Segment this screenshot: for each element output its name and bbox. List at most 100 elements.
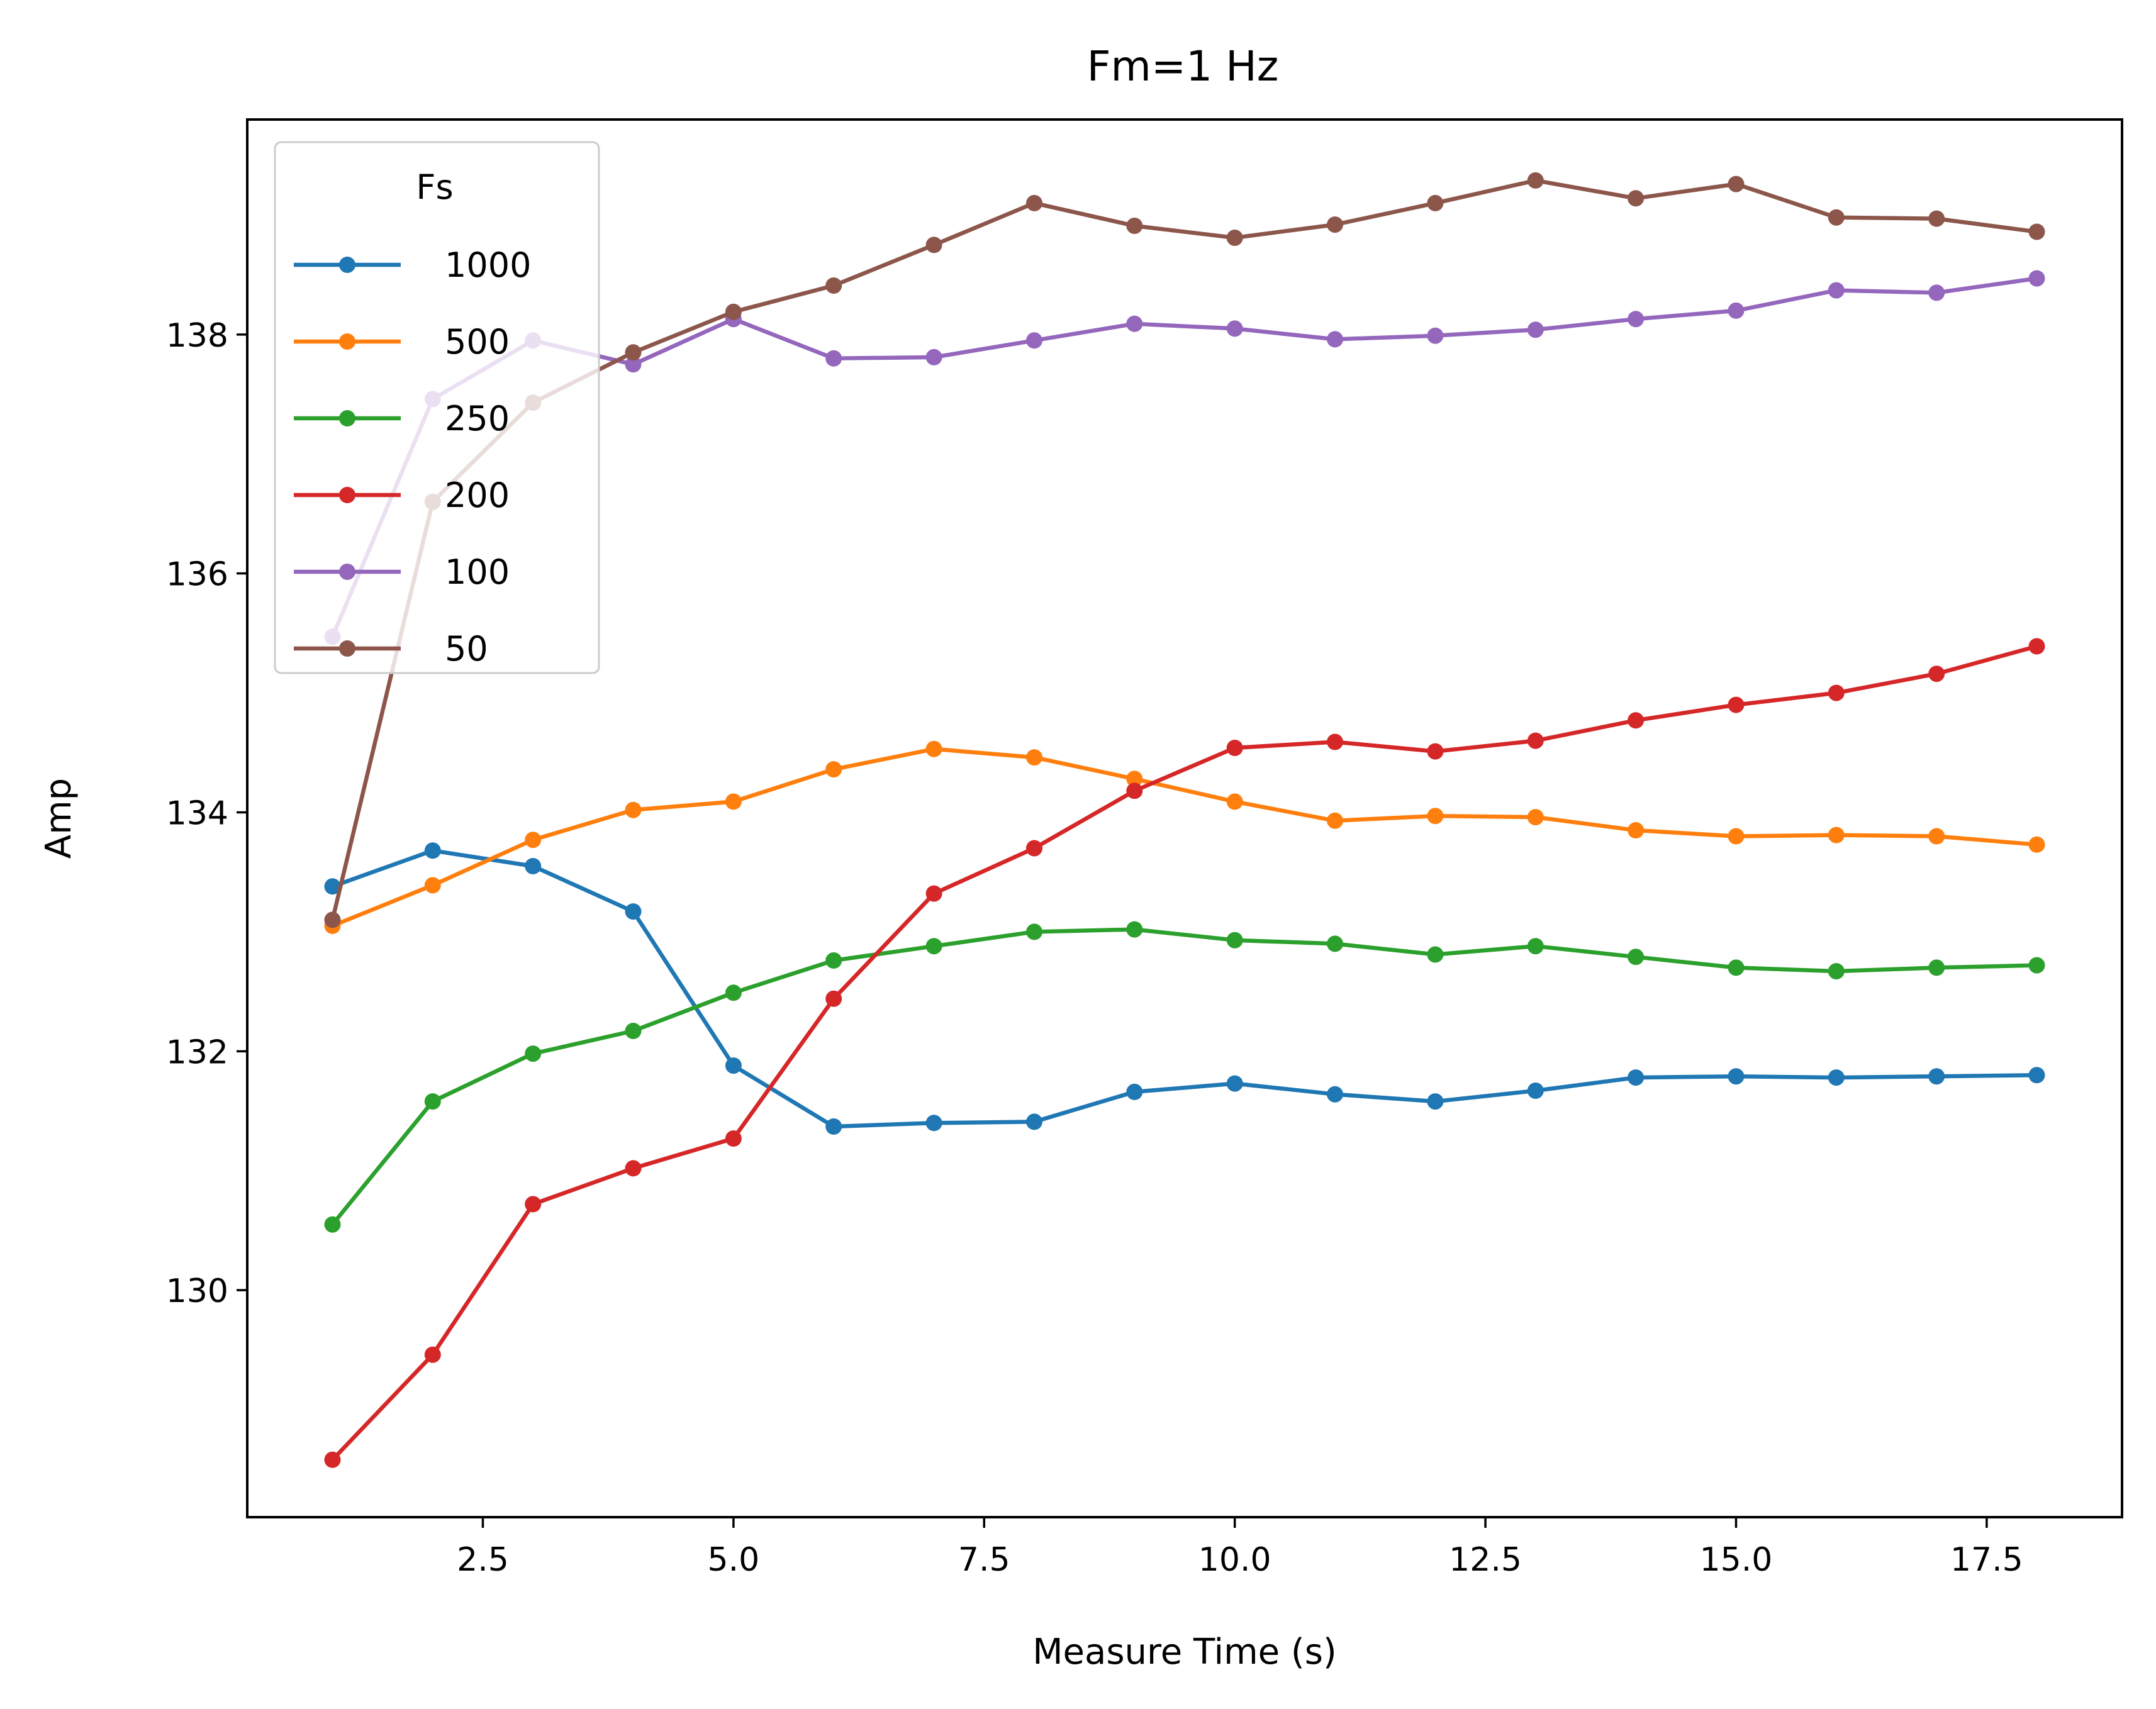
legend-item-50: 50 bbox=[294, 629, 488, 669]
legend-item-200: 200 bbox=[294, 476, 510, 515]
legend-item-250: 250 bbox=[294, 399, 510, 438]
data-point-100 bbox=[1026, 332, 1042, 349]
data-point-500 bbox=[525, 832, 542, 849]
data-point-100 bbox=[1928, 284, 1945, 301]
data-point-200 bbox=[625, 1160, 642, 1177]
chart-title: Fm=1 Hz bbox=[1087, 42, 1279, 91]
data-point-1000 bbox=[1928, 1068, 1945, 1085]
series-200 bbox=[324, 638, 2045, 1468]
data-point-200 bbox=[1828, 684, 1845, 701]
data-point-100 bbox=[1427, 327, 1444, 344]
x-tick-label: 2.5 bbox=[457, 1541, 509, 1579]
data-point-1000 bbox=[2028, 1067, 2045, 1084]
series-line-250 bbox=[329, 927, 2039, 1228]
data-point-100 bbox=[625, 356, 642, 373]
data-point-1000 bbox=[725, 1057, 742, 1074]
data-point-250 bbox=[1026, 923, 1042, 940]
series-500 bbox=[324, 740, 2045, 934]
data-point-200 bbox=[1628, 712, 1645, 729]
data-point-50 bbox=[1828, 209, 1845, 226]
data-point-250 bbox=[324, 1216, 341, 1233]
data-point-1000 bbox=[1126, 1083, 1143, 1100]
legend-swatch-marker bbox=[339, 564, 355, 580]
data-point-1000 bbox=[1026, 1113, 1042, 1130]
data-point-1000 bbox=[625, 903, 642, 920]
data-point-500 bbox=[725, 793, 742, 810]
data-point-50 bbox=[1527, 172, 1544, 189]
data-point-250 bbox=[1728, 959, 1745, 976]
data-point-100 bbox=[925, 348, 942, 365]
data-point-200 bbox=[1026, 840, 1042, 857]
data-point-50 bbox=[1026, 194, 1042, 211]
data-point-250 bbox=[525, 1045, 542, 1062]
data-point-500 bbox=[825, 761, 842, 778]
data-point-100 bbox=[1226, 320, 1243, 337]
data-point-50 bbox=[2028, 223, 2045, 240]
data-point-50 bbox=[1126, 218, 1143, 234]
data-point-500 bbox=[1928, 828, 1945, 845]
legend-label: 50 bbox=[445, 629, 488, 669]
data-point-100 bbox=[2028, 270, 2045, 287]
data-point-50 bbox=[1928, 210, 1945, 227]
x-axis-label: Measure Time (s) bbox=[1032, 1632, 1337, 1673]
data-point-250 bbox=[925, 938, 942, 955]
axes-frame bbox=[246, 118, 2123, 1518]
legend-title: Fs bbox=[416, 167, 453, 207]
data-point-500 bbox=[1327, 812, 1343, 829]
data-point-500 bbox=[1126, 771, 1143, 788]
legend-swatch-marker bbox=[339, 410, 355, 426]
data-point-500 bbox=[625, 801, 642, 818]
data-point-50 bbox=[825, 277, 842, 294]
data-point-50 bbox=[925, 237, 942, 253]
data-point-200 bbox=[825, 990, 842, 1007]
data-point-250 bbox=[1928, 959, 1945, 976]
data-point-200 bbox=[1126, 782, 1143, 799]
legend-item-500: 500 bbox=[294, 322, 510, 362]
data-point-1000 bbox=[1427, 1093, 1444, 1110]
data-point-100 bbox=[1527, 321, 1544, 338]
legend-item-100: 100 bbox=[294, 552, 510, 592]
series-1000 bbox=[324, 842, 2045, 1135]
data-point-250 bbox=[1427, 946, 1444, 963]
data-point-200 bbox=[2028, 638, 2045, 655]
data-point-50 bbox=[725, 303, 742, 320]
series-250 bbox=[324, 921, 2045, 1233]
data-point-500 bbox=[925, 740, 942, 757]
data-point-250 bbox=[424, 1093, 441, 1110]
data-point-250 bbox=[825, 952, 842, 969]
data-point-500 bbox=[1527, 809, 1544, 826]
data-point-50 bbox=[1427, 194, 1444, 211]
plot-area bbox=[324, 172, 2045, 1468]
data-point-100 bbox=[1126, 315, 1143, 332]
data-point-200 bbox=[1427, 743, 1444, 760]
data-point-200 bbox=[1728, 696, 1745, 713]
y-tick-label: 130 bbox=[166, 1272, 228, 1310]
data-point-500 bbox=[1728, 828, 1745, 845]
data-point-100 bbox=[1728, 302, 1745, 319]
data-point-50 bbox=[1628, 190, 1645, 207]
data-point-1000 bbox=[424, 842, 441, 859]
data-point-50 bbox=[1226, 230, 1243, 246]
x-tick-label: 10.0 bbox=[1198, 1541, 1271, 1579]
x-tick-label: 15.0 bbox=[1700, 1541, 1773, 1579]
data-point-1000 bbox=[324, 878, 341, 895]
data-point-100 bbox=[1828, 282, 1845, 299]
y-tick-label: 134 bbox=[166, 795, 228, 833]
data-point-50 bbox=[625, 344, 642, 361]
y-axis: 130 132 134 136 138 bbox=[166, 317, 247, 1310]
data-point-100 bbox=[1628, 311, 1645, 328]
data-point-200 bbox=[1226, 740, 1243, 756]
data-point-200 bbox=[1527, 732, 1544, 749]
data-point-50 bbox=[1728, 175, 1745, 192]
data-point-200 bbox=[725, 1130, 742, 1147]
data-point-500 bbox=[1427, 808, 1444, 825]
legend-swatch-marker bbox=[339, 257, 355, 273]
legend-label: 200 bbox=[445, 476, 510, 515]
data-point-1000 bbox=[1226, 1075, 1243, 1092]
data-point-200 bbox=[1327, 733, 1343, 750]
legend-swatch-marker bbox=[339, 640, 355, 657]
data-point-500 bbox=[2028, 836, 2045, 853]
series-line-50 bbox=[330, 178, 2040, 923]
data-point-250 bbox=[1226, 932, 1243, 949]
data-point-100 bbox=[1327, 331, 1343, 348]
